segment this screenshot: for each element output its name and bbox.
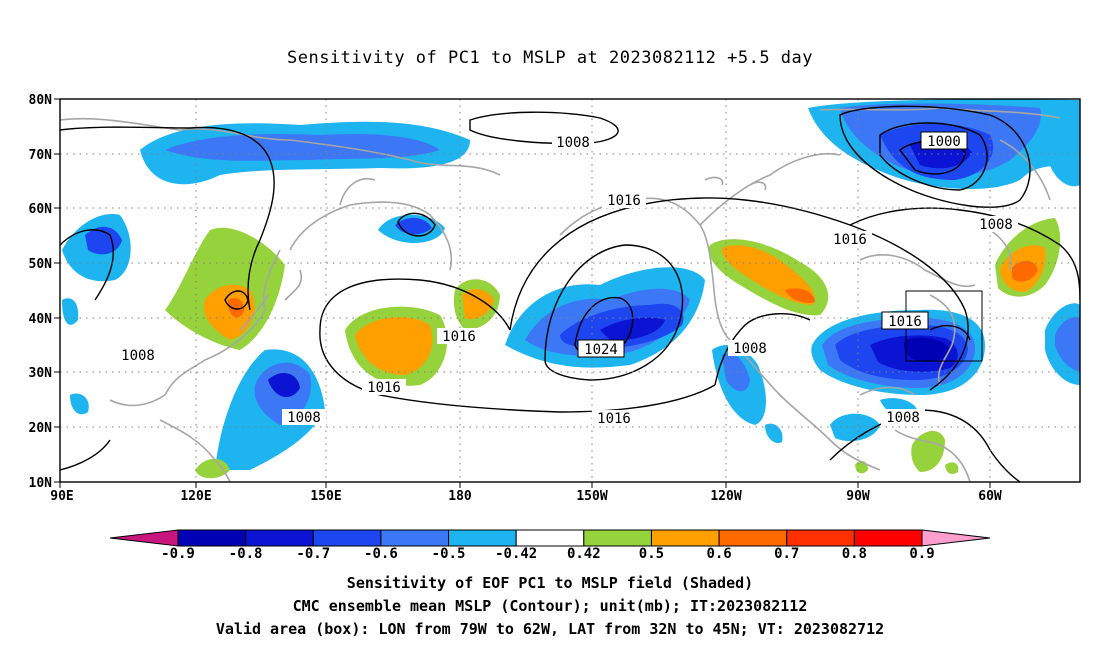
colorbar-labels: -0.9 -0.8 -0.7 -0.6 -0.5 -0.42 0.42 0.5 0.6 0.7 0.… (161, 546, 935, 562)
lat-label: 20N (29, 421, 53, 436)
contour-label: 1016 (362, 379, 406, 396)
latitude-labels: 80N 70N 60N 50N 40N 30N 20N 10N (29, 93, 53, 491)
map-frame (59, 98, 1081, 483)
lat-label: 50N (29, 257, 53, 272)
contour-label: 1008 (728, 340, 772, 357)
contour-label: 1016 (437, 328, 481, 345)
msl-pressure-contours (60, 105, 1080, 482)
svg-text:1008: 1008 (287, 410, 321, 426)
colorbar-tick-label: 0.6 (706, 546, 731, 562)
svg-text:1008: 1008 (886, 410, 920, 426)
contour-label: 1008 (974, 216, 1018, 233)
svg-text:1016: 1016 (833, 232, 867, 248)
colorbar-bin (448, 529, 517, 547)
lon-label: 150W (576, 489, 607, 504)
lat-label: 40N (29, 312, 53, 327)
svg-text:1016: 1016 (888, 314, 922, 330)
svg-text:1024: 1024 (584, 342, 618, 358)
lon-label: 120E (180, 489, 211, 504)
colorbar-bin (718, 529, 788, 547)
lat-label: 70N (29, 148, 53, 163)
colorbar-tick-label: -0.8 (229, 546, 263, 562)
colorbar (109, 529, 991, 547)
colorbar-tick-label: -0.5 (432, 546, 466, 562)
colorbar-tick-label: -0.42 (495, 546, 537, 562)
svg-text:1016: 1016 (597, 411, 631, 427)
coastlines (60, 107, 1061, 482)
colorbar-tick-label: 0.5 (639, 546, 664, 562)
contour-label: 1008 (116, 347, 160, 364)
svg-text:1016: 1016 (442, 329, 476, 345)
colorbar-bin (515, 529, 585, 547)
colorbar-bin (650, 529, 720, 547)
svg-text:1000: 1000 (927, 134, 961, 150)
colorbar-bin (583, 529, 652, 547)
colorbar-tick-label: 0.7 (774, 546, 799, 562)
axis-ticks (54, 98, 991, 488)
colorbar-bin (853, 529, 923, 547)
svg-text:1008: 1008 (121, 348, 155, 364)
contour-labels: 1008 1000 1016 1008 1016 1008 1016 1016 … (116, 131, 1018, 427)
colorbar-bin (380, 529, 450, 547)
contour-label: 1000 (920, 131, 968, 150)
caption-valid-area: Valid area (box): LON from 79W to 62W, L… (215, 620, 885, 638)
lat-label: 30N (29, 366, 53, 381)
contour-label: 1016 (602, 192, 646, 209)
colorbar-tick-label: 0.9 (909, 546, 934, 562)
lon-label: 120W (710, 489, 741, 504)
lon-label: 180 (448, 489, 472, 504)
svg-text:1016: 1016 (367, 380, 401, 396)
contour-label: 1024 (577, 339, 625, 358)
colorbar-under-triangle (109, 529, 179, 547)
colorbar-bin (177, 529, 247, 547)
caption-shading: Sensitivity of EOF PC1 to MSLP field (Sh… (346, 574, 754, 592)
colorbar-tick-label: -0.9 (161, 546, 195, 562)
svg-text:1016: 1016 (607, 193, 641, 209)
lat-label: 80N (29, 93, 53, 108)
colorbar-tick-label: -0.7 (296, 546, 330, 562)
svg-text:1008: 1008 (979, 217, 1013, 233)
lon-label: 150E (310, 489, 341, 504)
contour-label: 1016 (828, 231, 872, 248)
svg-text:1008: 1008 (556, 135, 590, 151)
lat-label: 10N (29, 476, 53, 491)
colorbar-over-triangle (921, 529, 991, 547)
contour-label: 1016 (592, 410, 636, 427)
colorbar-tick-label: -0.6 (364, 546, 398, 562)
colorbar-bin (245, 529, 314, 547)
lat-label: 60N (29, 202, 53, 217)
contour-label: 1008 (881, 409, 925, 426)
caption-contour: CMC ensemble mean MSLP (Contour); unit(m… (292, 597, 808, 615)
lon-label: 90W (846, 489, 870, 504)
colorbar-bin (786, 529, 855, 547)
lon-label: 90E (50, 489, 73, 504)
contour-label: 1016 (881, 311, 929, 330)
longitude-labels: 90E 120E 150E 180 150W 120W 90W 60W (50, 489, 1002, 504)
contour-label: 1008 (282, 409, 326, 426)
contour-label: 1008 (552, 134, 594, 151)
colorbar-bin (312, 529, 382, 547)
map-title: Sensitivity of PC1 to MSLP at 2023082112… (286, 48, 813, 68)
colorbar-tick-label: 0.8 (842, 546, 867, 562)
lon-label: 60W (978, 489, 1002, 504)
svg-text:1008: 1008 (733, 341, 767, 357)
colorbar-tick-label: 0.42 (567, 546, 601, 562)
